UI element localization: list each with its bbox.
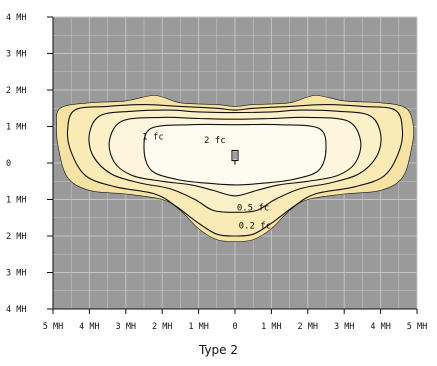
x-tick-label: 5 MH bbox=[43, 322, 63, 332]
x-axis-ticks: 5 MH 4 MH 3 MH 2 MH 1 MH 0 1 MH 2 MH 3 MH 4 MH 5 M… bbox=[43, 309, 427, 332]
contour-label: 2 fc bbox=[204, 136, 226, 146]
contour-label: 1 fc bbox=[142, 132, 164, 142]
x-tick-label: 4 MH bbox=[370, 322, 390, 332]
x-tick-label: 5 MH bbox=[407, 322, 427, 332]
y-tick-label: 2 MH bbox=[6, 232, 26, 242]
x-tick-label: 0 bbox=[232, 322, 237, 332]
luminaire-body bbox=[232, 151, 238, 161]
y-tick-label: 3 MH bbox=[6, 50, 26, 60]
y-tick-label: 4 MH bbox=[6, 305, 26, 315]
y-tick-label: 4 MH bbox=[6, 13, 26, 23]
contour-label: 0.5 fc bbox=[237, 203, 270, 213]
chart-caption: Type 2 bbox=[0, 343, 437, 357]
contour-label: 0.2 fc bbox=[239, 222, 272, 232]
y-axis-ticks: 4 MH 3 MH 2 MH 1 MH 0 1 MH 2 MH 3 MH 4 MH bbox=[6, 13, 53, 315]
x-tick-label: 3 MH bbox=[116, 322, 136, 332]
x-tick-label: 1 MH bbox=[188, 322, 208, 332]
y-tick-label: 1 MH bbox=[6, 196, 26, 206]
y-tick-label: 2 MH bbox=[6, 86, 26, 96]
x-tick-label: 2 MH bbox=[152, 322, 172, 332]
x-tick-label: 3 MH bbox=[334, 322, 354, 332]
y-tick-label: 1 MH bbox=[6, 123, 26, 133]
y-tick-label: 0 bbox=[6, 159, 11, 169]
x-tick-label: 1 MH bbox=[261, 322, 281, 332]
x-tick-label: 2 MH bbox=[298, 322, 318, 332]
x-tick-label: 4 MH bbox=[79, 322, 99, 332]
y-tick-label: 3 MH bbox=[6, 269, 26, 279]
